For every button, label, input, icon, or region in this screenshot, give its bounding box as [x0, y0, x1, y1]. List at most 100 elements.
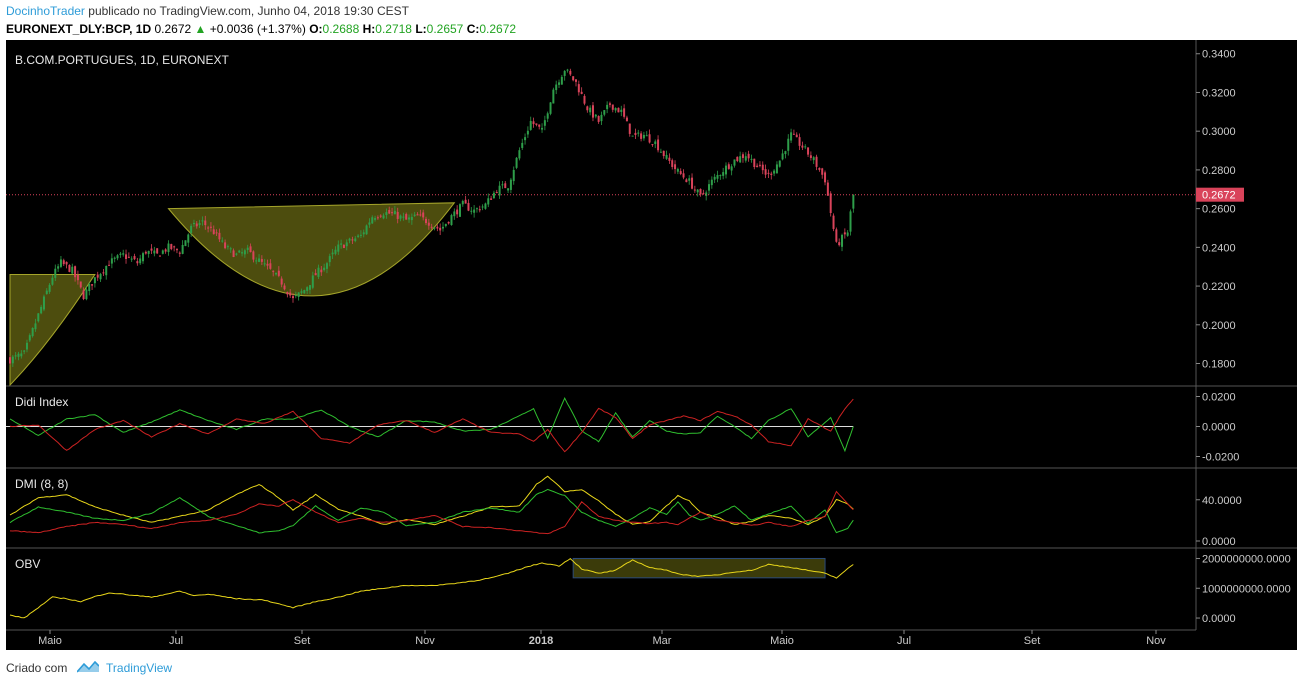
candle-body	[586, 106, 589, 111]
candle-body	[821, 168, 824, 175]
candle-body	[297, 292, 300, 298]
candle-body	[283, 285, 286, 290]
candle-body	[59, 259, 62, 267]
indicator-axis-label: 0.0200	[1202, 392, 1236, 404]
candle-body	[76, 274, 79, 281]
candle-body	[798, 137, 801, 146]
candle-body	[620, 109, 623, 112]
candle-body	[710, 179, 713, 186]
candle-body	[733, 159, 736, 166]
author-link[interactable]: DocinhoTrader	[6, 4, 85, 18]
candle-body	[272, 270, 275, 272]
candle-body	[243, 250, 246, 255]
candle-body	[382, 215, 385, 219]
candle-body	[841, 234, 844, 247]
candle-body	[795, 134, 798, 138]
candle-body	[558, 82, 561, 85]
candle-body	[368, 222, 371, 225]
candle-body	[770, 173, 773, 175]
candle-body	[722, 172, 725, 176]
candle-body	[818, 167, 821, 170]
candle-body	[178, 252, 181, 254]
candle-body	[849, 211, 852, 232]
candle-body	[207, 227, 210, 229]
price-axis-label: 0.2000	[1202, 320, 1236, 332]
candle-body	[535, 123, 538, 125]
candle-body	[306, 287, 309, 291]
candle-body	[408, 217, 411, 220]
candle-body	[175, 249, 178, 251]
candle-body	[99, 273, 102, 280]
candle-body	[665, 154, 668, 159]
candle-body	[226, 246, 229, 248]
candle-body	[521, 142, 524, 148]
candle-body	[300, 291, 303, 293]
candle-body	[572, 76, 575, 81]
candle-body	[549, 102, 552, 114]
main-pane-title: B.COM.PORTUGUES, 1D, EURONEXT	[15, 53, 229, 67]
candle-body	[422, 212, 425, 218]
candle-body	[405, 214, 408, 220]
cup-pattern-2[interactable]	[167, 202, 456, 297]
candle-body	[804, 146, 807, 148]
indicator-axis-label: 2000000000.0000	[1202, 553, 1291, 565]
candle-body	[221, 240, 224, 242]
symbol-label: EURONEXT_DLY:BCP, 1D	[6, 22, 152, 36]
candle-body	[597, 116, 600, 122]
chart-frame[interactable]: 0.2672 0.3400 0.3200 0.3000 0.2800 0.2600 0.24…	[6, 40, 1297, 650]
candle-body	[662, 150, 665, 157]
candle-body	[603, 110, 606, 115]
candle-body	[147, 250, 150, 254]
obv-highlight-box[interactable]	[572, 557, 826, 579]
candle-body	[512, 169, 515, 182]
candle-body	[741, 154, 744, 158]
candle-body	[583, 95, 586, 104]
indicator-axis-label: 0.0000	[1202, 613, 1236, 625]
candle-body	[464, 199, 467, 204]
candle-body	[357, 235, 360, 237]
candle-body	[340, 243, 343, 245]
candle-body	[88, 284, 91, 292]
candle-body	[617, 107, 620, 113]
candle-body	[119, 253, 122, 255]
candle-body	[260, 259, 263, 262]
candle-body	[229, 248, 232, 250]
candle-body	[682, 173, 685, 178]
candle-body	[25, 342, 28, 350]
candle-body	[676, 168, 679, 172]
high-label: H:	[362, 22, 376, 36]
tradingview-logo-icon[interactable]	[76, 661, 100, 676]
candle-body	[399, 215, 402, 219]
candle-body	[744, 156, 747, 161]
candle-body	[150, 248, 153, 251]
candle-body	[328, 256, 331, 263]
indicator-title: DMI (8, 8)	[15, 477, 68, 491]
candle-body	[478, 209, 481, 211]
candle-body	[173, 246, 176, 248]
time-axis-label: Set	[294, 635, 311, 647]
candle-body	[184, 240, 187, 247]
candle-body	[255, 260, 258, 262]
candle-body	[314, 273, 317, 276]
candle-body	[456, 209, 459, 215]
cup-pattern-1[interactable]	[9, 273, 96, 387]
candle-body	[419, 214, 422, 216]
candle-body	[238, 250, 241, 253]
candle-body	[91, 284, 94, 286]
candle-body	[467, 202, 470, 211]
candle-body	[628, 123, 631, 134]
tradingview-link[interactable]: TradingView	[106, 661, 173, 675]
candle-body	[826, 182, 829, 196]
candle-body	[71, 266, 74, 274]
candle-body	[331, 252, 334, 255]
candle-body	[286, 291, 289, 295]
candle-body	[473, 209, 476, 213]
price-axis-label: 0.2600	[1202, 204, 1236, 216]
candle-body	[325, 263, 328, 269]
candle-body	[311, 275, 314, 288]
candle-body	[753, 158, 756, 168]
candle-body	[212, 229, 215, 235]
chart-canvas[interactable]: 0.2672 0.3400 0.3200 0.3000 0.2800 0.2600 0.24…	[6, 40, 1297, 650]
candle-body	[843, 232, 846, 235]
candle-body	[747, 153, 750, 159]
